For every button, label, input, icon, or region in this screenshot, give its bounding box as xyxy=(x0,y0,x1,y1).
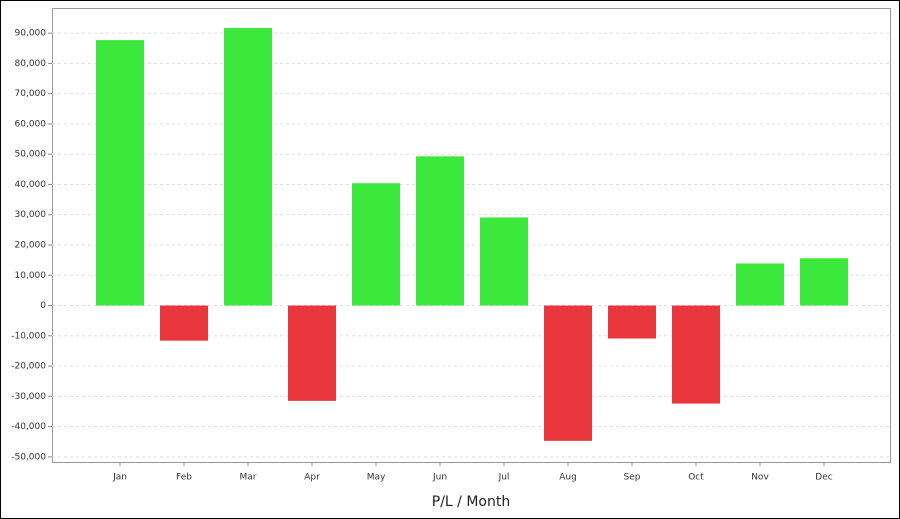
y-tick-label: 70,000 xyxy=(15,89,47,99)
y-tick-label: 30,000 xyxy=(15,210,47,220)
x-tick-label: Sep xyxy=(624,473,641,483)
bar xyxy=(288,305,336,401)
bar xyxy=(736,263,784,306)
x-tick-label: Oct xyxy=(688,473,704,483)
x-tick-label: Jul xyxy=(498,473,510,483)
x-tick-label: Feb xyxy=(176,473,192,483)
y-tick-label: 60,000 xyxy=(15,119,47,129)
bar xyxy=(352,183,400,306)
x-tick-label: May xyxy=(367,473,386,483)
y-tick-label: 10,000 xyxy=(15,271,47,281)
y-tick-label: 80,000 xyxy=(15,59,47,69)
bar xyxy=(800,258,848,306)
y-tick-label: 0 xyxy=(40,301,46,311)
x-tick-label: Dec xyxy=(815,473,832,483)
y-tick-label: 40,000 xyxy=(15,180,47,190)
bar xyxy=(608,305,656,339)
y-tick-label: -20,000 xyxy=(11,362,46,372)
x-tick-label: Aug xyxy=(559,473,577,483)
bar xyxy=(160,305,208,341)
bar xyxy=(96,40,144,306)
bar xyxy=(544,305,592,441)
bar xyxy=(480,217,528,306)
bar xyxy=(416,156,464,306)
y-tick-label: -50,000 xyxy=(11,452,46,462)
x-tick-label: Jun xyxy=(432,473,447,483)
x-axis-title: P/L / Month xyxy=(432,494,510,510)
y-tick-label: 50,000 xyxy=(15,150,47,160)
x-tick-label: Jan xyxy=(112,473,127,483)
y-tick-label: -40,000 xyxy=(11,422,46,432)
y-tick-label: 20,000 xyxy=(15,240,47,250)
bar xyxy=(672,305,720,404)
x-tick-label: Apr xyxy=(304,473,320,483)
plot-area xyxy=(52,8,891,463)
bar xyxy=(224,27,272,306)
x-tick-label: Nov xyxy=(751,473,769,483)
y-tick-label: -10,000 xyxy=(11,331,46,341)
x-tick-label: Mar xyxy=(240,473,257,483)
y-tick-label: -30,000 xyxy=(11,392,46,402)
y-tick-label: 90,000 xyxy=(15,29,47,39)
